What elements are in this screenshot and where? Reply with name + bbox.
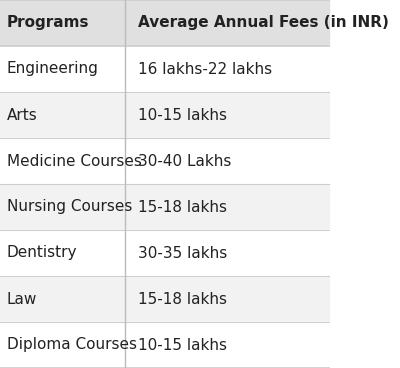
Bar	[0, 92, 329, 138]
Bar	[0, 138, 329, 184]
Text: Arts: Arts	[6, 107, 37, 123]
Text: 16 lakhs-22 lakhs: 16 lakhs-22 lakhs	[138, 61, 272, 77]
Text: 15-18 lakhs: 15-18 lakhs	[138, 199, 227, 215]
Text: Engineering: Engineering	[6, 61, 98, 77]
Bar	[0, 276, 329, 322]
Text: Medicine Courses: Medicine Courses	[6, 153, 142, 169]
Text: 10-15 lakhs: 10-15 lakhs	[138, 337, 227, 353]
Text: 15-18 lakhs: 15-18 lakhs	[138, 291, 227, 307]
Bar	[0, 230, 329, 276]
Text: Law: Law	[6, 291, 37, 307]
Text: 10-15 lakhs: 10-15 lakhs	[138, 107, 227, 123]
Text: 30-35 lakhs: 30-35 lakhs	[138, 245, 227, 261]
Bar	[0, 184, 329, 230]
Text: Programs: Programs	[6, 15, 89, 31]
Text: Nursing Courses: Nursing Courses	[6, 199, 132, 215]
Text: Dentistry: Dentistry	[6, 245, 77, 261]
Bar	[0, 322, 329, 368]
Bar	[0, 0, 329, 46]
Bar	[0, 46, 329, 92]
Text: 30-40 Lakhs: 30-40 Lakhs	[138, 153, 232, 169]
Text: Average Annual Fees (in INR): Average Annual Fees (in INR)	[138, 15, 389, 31]
Text: Diploma Courses: Diploma Courses	[6, 337, 136, 353]
